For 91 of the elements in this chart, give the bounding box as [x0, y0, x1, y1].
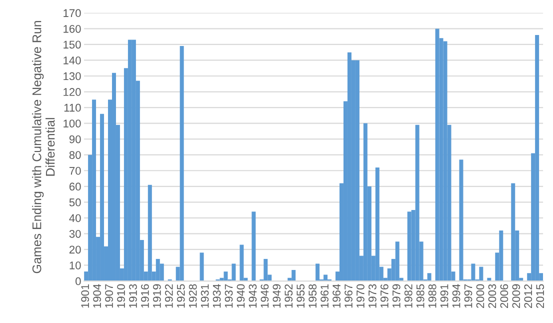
bar	[499, 230, 504, 282]
x-tick-label: 1916	[141, 284, 149, 308]
x-tick-label: 1919	[153, 284, 161, 308]
x-tick-label: 2012	[524, 284, 532, 308]
x-tick-label: 1979	[392, 284, 400, 308]
bar	[148, 184, 152, 282]
x-tick-label: 1931	[200, 284, 209, 308]
x-tick-label: 1997	[464, 284, 472, 308]
bar	[375, 167, 380, 282]
y-axis-title: Games Ending with Cumulative Negative Run Differential	[32, 20, 55, 274]
y-tick-label: 100	[64, 120, 81, 128]
y-tick-label: 120	[64, 88, 81, 96]
bar	[240, 244, 244, 282]
x-tick-label: 1925	[176, 284, 185, 308]
x-tick-label: 1955	[296, 284, 305, 308]
bar	[535, 35, 540, 282]
x-tick-label: 2015	[536, 284, 544, 308]
x-tick-label: 1913	[129, 284, 137, 308]
y-tick-label: 10	[70, 262, 81, 270]
bar	[363, 123, 368, 282]
x-tick-label: 1901	[81, 284, 90, 308]
bar	[395, 242, 400, 282]
x-tick-label: 2000	[476, 284, 484, 308]
x-tick-label: 2006	[500, 284, 508, 308]
x-tick-label: 1994	[452, 284, 460, 308]
bar	[224, 272, 228, 282]
bar	[112, 72, 116, 282]
x-tick-label: 2009	[512, 284, 520, 308]
x-tick-label: 1985	[416, 284, 424, 308]
x-tick-label: 1982	[404, 284, 412, 308]
bar	[479, 266, 484, 282]
bar	[427, 273, 432, 282]
bar	[347, 52, 352, 282]
bar	[459, 160, 464, 282]
x-tick-label: 1934	[212, 284, 221, 308]
bar	[92, 100, 96, 282]
bar	[324, 274, 328, 282]
x-tick-label: 1922	[164, 284, 173, 308]
x-tick-label: 1952	[284, 284, 293, 308]
x-tick-label: 1946	[260, 284, 269, 308]
y-tick-label: 80	[69, 151, 81, 159]
y-tick-label: 150	[64, 40, 81, 49]
y-tick-label: 110	[64, 104, 81, 112]
y-tick-label: 70	[69, 166, 81, 175]
bar	[407, 212, 412, 282]
x-tick-label: 1949	[272, 284, 281, 308]
x-tick-label: 1940	[236, 284, 245, 308]
y-tick-label: 0	[76, 277, 81, 286]
bar	[132, 40, 136, 282]
x-tick-label: 2003	[488, 284, 496, 308]
x-tick-label: 1904	[93, 284, 102, 308]
bar	[100, 114, 104, 282]
bar	[355, 60, 360, 282]
x-tick-label: 1988	[428, 284, 436, 308]
x-tick-label: 1991	[440, 284, 448, 308]
bar	[316, 264, 320, 282]
bar	[232, 264, 236, 282]
y-tick-label: 130	[64, 72, 81, 80]
x-tick-label: 1910	[117, 284, 125, 308]
bar	[511, 183, 516, 282]
x-tick-label: 1967	[344, 284, 352, 308]
y-tick-label: 170	[64, 9, 81, 18]
x-tick-label: 1964	[332, 284, 340, 308]
bar	[435, 28, 440, 282]
bar	[252, 212, 256, 282]
bar	[471, 264, 476, 282]
bar	[443, 41, 448, 282]
x-tick-label: 1937	[224, 284, 233, 308]
x-tick-label: 1973	[368, 284, 376, 308]
bar	[128, 40, 132, 282]
bar	[292, 270, 296, 282]
bar	[156, 258, 160, 282]
x-tick-label: 1958	[308, 284, 317, 308]
bar	[264, 258, 268, 282]
y-tick-label: 20	[69, 246, 81, 254]
y-tick-label: 160	[64, 24, 81, 33]
bar	[200, 252, 204, 282]
y-tick-label: 140	[64, 56, 81, 64]
x-tick-label: 1976	[380, 284, 388, 308]
y-tick-label: 40	[69, 214, 81, 222]
x-tick-label: 1961	[320, 284, 329, 308]
x-tick-label: 1943	[248, 284, 257, 308]
x-tick-label: 1970	[356, 284, 364, 308]
bar	[415, 124, 420, 282]
x-tick-label: 1928	[188, 284, 197, 308]
bar	[180, 46, 184, 282]
y-tick-label: 30	[69, 230, 81, 238]
y-tick-label: 60	[69, 182, 81, 191]
x-tick-label: 1907	[105, 284, 113, 308]
y-tick-label: 50	[69, 198, 81, 206]
y-tick-label: 90	[69, 135, 81, 144]
